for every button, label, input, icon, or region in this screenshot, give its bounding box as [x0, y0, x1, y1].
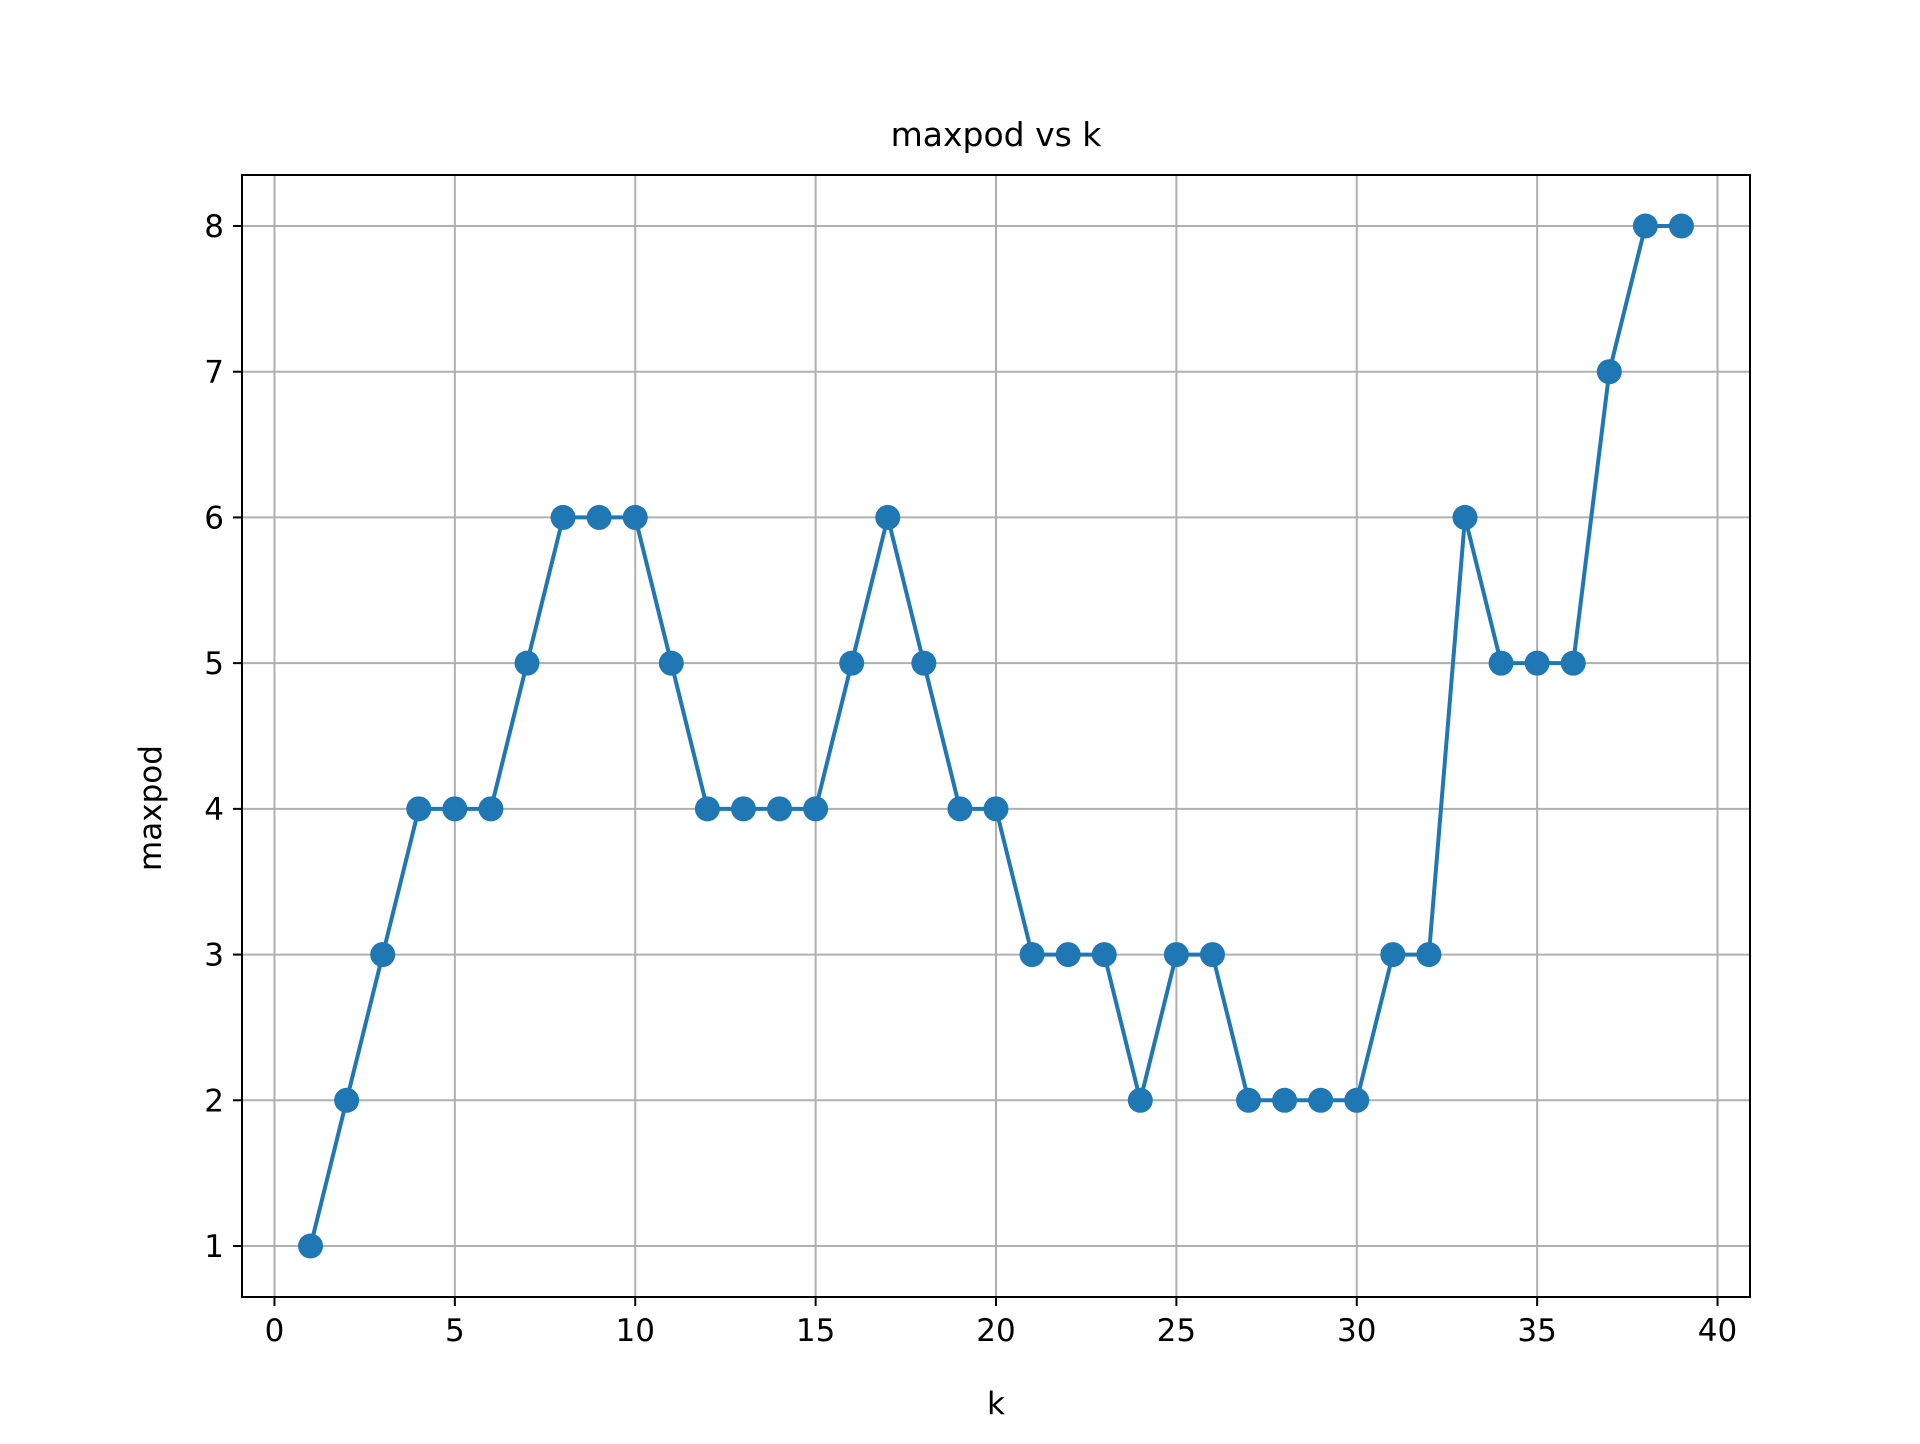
data-point: [551, 505, 576, 530]
data-point: [695, 796, 720, 821]
data-point: [1525, 651, 1550, 676]
data-point: [1128, 1088, 1153, 1113]
data-point: [1236, 1088, 1261, 1113]
data-point: [1056, 942, 1081, 967]
data-point: [1020, 942, 1045, 967]
y-tick-label: 6: [204, 500, 224, 536]
data-point: [298, 1234, 323, 1259]
data-point: [370, 942, 395, 967]
data-point: [875, 505, 900, 530]
x-tick-label: 5: [445, 1313, 465, 1349]
y-axis-label: maxpod: [133, 745, 169, 871]
data-point: [1380, 942, 1405, 967]
data-point: [1272, 1088, 1297, 1113]
data-point: [767, 796, 792, 821]
x-tick-label: 0: [265, 1313, 285, 1349]
x-axis-label: k: [987, 1386, 1005, 1422]
data-point: [587, 505, 612, 530]
y-tick-label: 1: [204, 1229, 224, 1265]
data-point: [478, 796, 503, 821]
y-tick-label: 2: [204, 1083, 224, 1119]
y-tick-label: 5: [204, 646, 224, 682]
chart-title: maxpod vs k: [891, 115, 1103, 154]
data-point: [1597, 359, 1622, 384]
data-point: [911, 651, 936, 676]
data-point: [1561, 651, 1586, 676]
data-point: [515, 651, 540, 676]
data-point: [1416, 942, 1441, 967]
x-tick-label: 10: [616, 1313, 655, 1349]
data-point: [1092, 942, 1117, 967]
data-point: [947, 796, 972, 821]
y-tick-label: 7: [204, 355, 224, 391]
data-point: [623, 505, 648, 530]
y-tick-label: 8: [204, 209, 224, 245]
data-point: [1344, 1088, 1369, 1113]
data-point: [839, 651, 864, 676]
x-tick-label: 15: [796, 1313, 835, 1349]
data-point: [1489, 651, 1514, 676]
data-point: [1669, 214, 1694, 239]
x-tick-label: 20: [976, 1313, 1015, 1349]
data-point: [1164, 942, 1189, 967]
y-tick-label: 4: [204, 792, 224, 828]
x-tick-label: 40: [1698, 1313, 1737, 1349]
data-point: [659, 651, 684, 676]
data-point: [803, 796, 828, 821]
y-tick-label: 3: [204, 938, 224, 974]
data-point: [1200, 942, 1225, 967]
data-point: [1452, 505, 1477, 530]
data-point: [731, 796, 756, 821]
data-point: [406, 796, 431, 821]
data-point: [1308, 1088, 1333, 1113]
x-tick-label: 35: [1517, 1313, 1556, 1349]
data-point: [442, 796, 467, 821]
data-point: [984, 796, 1009, 821]
x-tick-label: 25: [1157, 1313, 1196, 1349]
x-tick-label: 30: [1337, 1313, 1376, 1349]
data-point: [334, 1088, 359, 1113]
data-point: [1633, 214, 1658, 239]
